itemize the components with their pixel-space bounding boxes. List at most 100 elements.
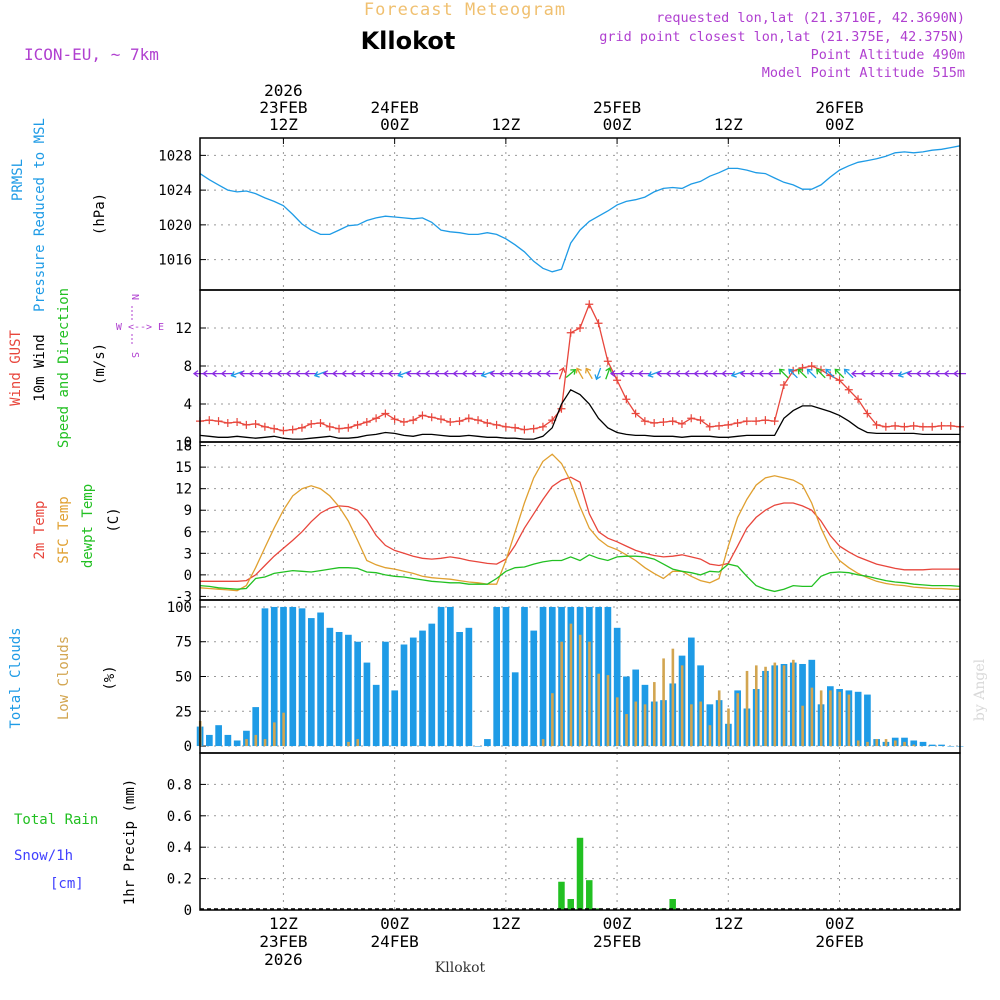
wind-arrow-shape [721,370,735,378]
bar-total-clouds [493,606,501,747]
gust-marker [436,415,445,424]
line-prmsl [199,145,961,273]
bar-low-clouds [606,675,610,747]
bar-total-clouds [521,606,528,747]
bar-total-clouds [233,740,241,747]
bar-low-clouds [634,701,638,747]
gust-marker [511,423,520,432]
top-axis-label: 23FEB [259,98,307,117]
bar-total-clouds [224,734,232,747]
bar-total-clouds [206,734,213,747]
ytick-label-temp: -3 [175,589,192,605]
bar-low-clouds [894,740,897,747]
gust-marker [353,420,362,429]
bar-rain [595,908,602,910]
wind-arrow-shape [470,370,485,378]
bottom-axis-label: 12Z [491,914,520,933]
ytick-label-pressure: 1028 [158,148,192,164]
ytick-label-temp: 0 [184,568,192,584]
wind-arrow-shape [313,370,327,378]
top-axis-label: 00Z [603,115,632,134]
ytick-label-precip: 0.8 [167,777,192,793]
ytick-label-temp: 18 [175,439,192,455]
bar-total-clouds [938,744,945,747]
bar-total-clouds [465,627,473,747]
bar-total-clouds [270,606,278,747]
ytick-label-clouds: 25 [175,704,192,720]
gust-marker [205,416,214,425]
wind-arrow-shape [585,367,593,380]
gust-marker [603,357,612,366]
bar-total-clouds [326,627,334,747]
gust-marker [335,424,344,433]
bar-low-clouds [819,690,823,747]
bottom-axis-label: 2026 [264,950,303,969]
bar-low-clouds [829,690,832,747]
gust-marker [483,419,492,427]
panel-precip: 0 0.2 0.4 0.6 0.8 [167,752,961,919]
ytick-label-clouds: 50 [175,670,192,686]
label-total-clouds: Total Clouds [8,627,24,728]
ytick-label-precip: 0 [184,903,192,919]
bar-low-clouds [245,739,248,747]
gust-marker [733,419,742,427]
plot-layer: 101610201024102804812-303691215180255075… [158,81,966,969]
gust-marker [233,418,242,427]
gust-marker [260,422,269,431]
gust-marker [835,376,844,385]
ytick-label-wind: 4 [184,397,192,413]
wind-arrow [778,368,789,379]
wind-arrow-shape [767,370,781,378]
wind-arrow [313,370,327,378]
bar-low-clouds [282,712,285,747]
wind-arrow-shape [730,370,744,378]
gust-marker [881,422,890,431]
chart-title: Forecast Meteogram [364,0,566,20]
wind-arrow [806,368,817,379]
bar-rain [558,881,565,910]
gust-marker [779,381,788,389]
bar-low-clouds [699,701,702,747]
wind-arrow [834,368,845,379]
wind-arrow [230,370,243,378]
gust-marker [705,422,714,431]
bar-low-clouds [273,722,276,747]
ytick-label-temp: 6 [184,525,192,541]
bar-total-clouds [261,608,269,747]
ytick-label-clouds: 75 [175,635,192,651]
ytick-label-pressure: 1020 [158,218,192,234]
wind-arrow-shape [594,367,602,381]
gust-marker [696,416,705,425]
panel-wind: 0 4 8 12 [175,289,966,451]
label-sfc-temp: SFC Temp [56,496,72,563]
credit-watermark: by Angel [972,658,988,721]
bar-rain [586,880,593,910]
bar-low-clouds [671,648,675,747]
bar-total-clouds [215,725,222,747]
wind-arrow [647,370,661,378]
bar-total-clouds [409,637,417,747]
gust-marker [613,376,622,385]
bar-low-clouds [560,641,563,747]
gust-marker [752,417,761,426]
bar-total-clouds [335,631,343,747]
label-snow-unit: [cm] [50,876,84,892]
gust-marker [427,413,436,422]
compass-north: N [129,294,140,300]
wind-arrow-shape [778,368,789,379]
gust-marker [687,414,696,423]
gust-marker [316,419,325,427]
bar-total-clouds [437,606,445,747]
label-snow: Snow/1h [14,848,73,864]
wind-arrow [605,366,612,380]
wind-arrow-shape [605,366,612,380]
location-name: Kllokot [361,27,456,55]
gust-marker [446,418,455,427]
bar-total-clouds [243,730,250,747]
gust-marker [640,417,649,426]
ytick-label-pressure: 1024 [158,183,192,199]
bar-low-clouds [875,739,879,747]
top-axis-label: 2026 [264,81,303,100]
bar-total-clouds [613,627,621,747]
gust-marker [891,421,900,430]
